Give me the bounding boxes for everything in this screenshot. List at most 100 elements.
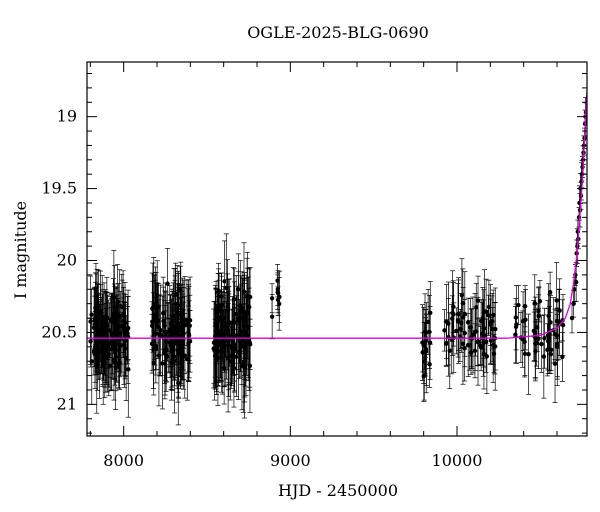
data-point [475, 298, 481, 303]
data-point [536, 336, 541, 341]
data-point [169, 360, 174, 366]
data-point [232, 296, 237, 302]
data-point [269, 314, 275, 319]
plot-frame [86, 61, 588, 437]
data-point [554, 333, 560, 338]
data-point [231, 339, 236, 345]
data-point [526, 352, 531, 357]
data-point [560, 322, 566, 328]
data-point [174, 331, 179, 336]
axis-ticks [87, 62, 587, 436]
data-point [226, 338, 231, 343]
data-point [472, 348, 478, 353]
data-point [462, 330, 467, 336]
y-tick-label: 19 [57, 107, 77, 126]
data-point [151, 338, 156, 343]
data-point [125, 325, 131, 331]
x-tick-label: 9000 [270, 451, 311, 470]
data-point [425, 319, 431, 325]
data-point [174, 291, 180, 297]
data-point [228, 353, 234, 358]
data-point [89, 312, 94, 317]
data-point [154, 303, 159, 308]
data-point [216, 339, 221, 344]
data-point [186, 333, 192, 338]
data-point [236, 287, 241, 292]
data-point [473, 329, 478, 334]
x-tick-label: 10000 [432, 451, 483, 470]
data-point [163, 339, 169, 344]
data-point [468, 325, 473, 330]
data-point [113, 365, 118, 371]
data-point [234, 311, 239, 317]
data-point [93, 333, 99, 338]
data-point [176, 380, 181, 386]
data-point [572, 287, 577, 292]
data-point [242, 345, 247, 351]
data-point [88, 319, 93, 324]
data-point [573, 279, 579, 285]
y-tick-label: 21 [57, 394, 77, 413]
data-point [226, 333, 232, 338]
data-point [442, 328, 447, 333]
data-point [218, 331, 223, 337]
data-point [548, 320, 553, 325]
data-point [532, 330, 538, 336]
data-point [179, 332, 185, 338]
data-point [238, 315, 243, 321]
data-point [161, 310, 166, 316]
data-point [427, 362, 432, 367]
data-point [100, 356, 105, 361]
data-point [277, 294, 282, 300]
data-point [523, 317, 528, 322]
data-point [541, 354, 547, 359]
data-point [424, 330, 429, 335]
data-point [490, 312, 496, 318]
data-point [244, 330, 249, 335]
data-point [513, 332, 518, 337]
plot-area [87, 90, 587, 426]
data-point [446, 321, 451, 326]
data-point [475, 339, 480, 345]
data-point [493, 344, 498, 349]
data-point [555, 343, 560, 348]
data-point [571, 301, 576, 306]
data-point [150, 305, 156, 310]
data-point [182, 318, 187, 324]
data-point [275, 287, 281, 292]
data-point [484, 354, 490, 359]
data-point [444, 341, 449, 346]
data-point [95, 360, 100, 366]
model-curve [87, 90, 587, 339]
data-point [481, 326, 487, 331]
data-point [214, 357, 219, 362]
data-point [456, 311, 461, 317]
data-point [488, 338, 494, 343]
data-point [420, 350, 425, 355]
data-point [105, 345, 110, 350]
data-point [109, 339, 114, 345]
data-point [123, 338, 128, 343]
data-point [172, 358, 177, 364]
data-point [428, 310, 433, 316]
data-point [165, 281, 170, 286]
data-point [548, 352, 554, 357]
data-point [151, 315, 157, 320]
data-point [547, 290, 553, 295]
data-point [545, 338, 551, 344]
data-point [234, 332, 240, 338]
x-tick-label: 8000 [103, 451, 144, 470]
y-tick-label: 19.5 [41, 179, 77, 198]
data-point [460, 341, 466, 346]
data-point [156, 353, 162, 358]
data-point [522, 339, 527, 345]
data-point [546, 313, 551, 319]
data-point [234, 354, 239, 359]
data-point [154, 292, 160, 298]
data-point [213, 323, 218, 328]
data-point [454, 328, 459, 334]
data-point [172, 324, 178, 329]
data-point [100, 325, 105, 330]
data-point [171, 314, 177, 319]
